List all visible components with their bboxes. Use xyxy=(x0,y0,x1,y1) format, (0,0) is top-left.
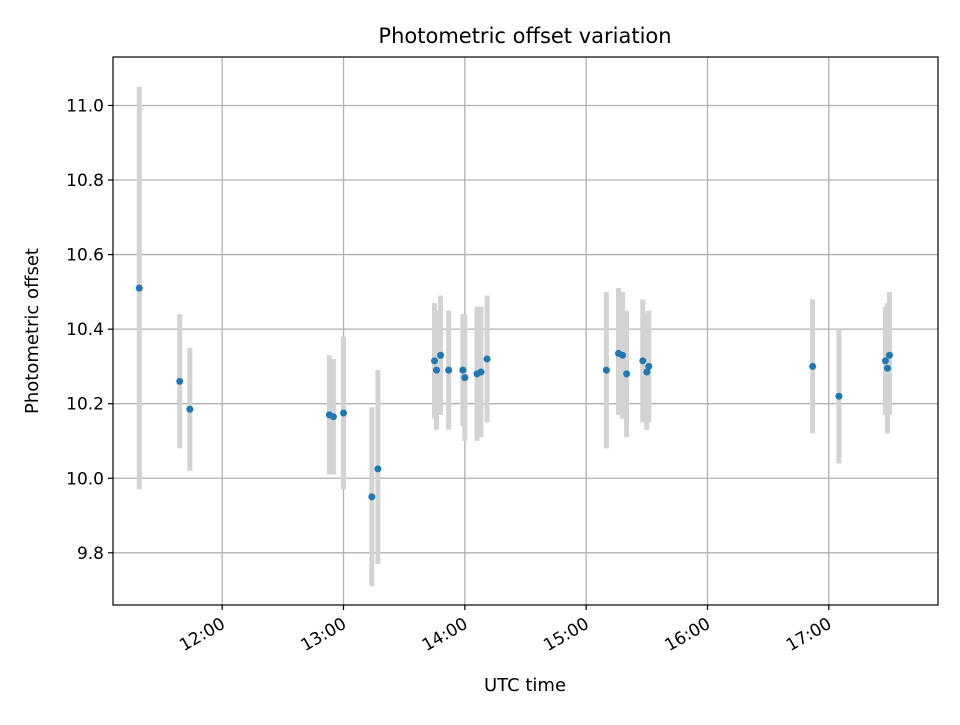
y-tick-label: 10.0 xyxy=(66,469,104,489)
data-point xyxy=(186,405,194,413)
data-point xyxy=(176,377,184,385)
data-point xyxy=(483,355,491,363)
data-point xyxy=(835,392,843,400)
data-point xyxy=(809,362,817,370)
data-point xyxy=(477,368,485,376)
y-tick-label: 10.8 xyxy=(66,171,104,191)
data-points xyxy=(135,284,893,501)
plot-frame xyxy=(112,56,939,606)
data-point xyxy=(445,366,453,374)
data-point xyxy=(459,366,467,374)
data-point xyxy=(135,284,143,292)
data-point xyxy=(619,351,627,359)
y-axis-ticks: 9.8 10.0 10.2 10.4 10.6 10.8 11.0 xyxy=(66,96,113,564)
x-axis-label: UTC time xyxy=(484,675,566,696)
y-tick-label: 10.6 xyxy=(66,246,104,266)
data-point xyxy=(885,351,893,359)
data-point xyxy=(431,357,439,365)
data-point xyxy=(881,357,889,365)
data-point xyxy=(368,493,376,501)
data-point xyxy=(645,362,653,370)
data-point xyxy=(374,465,382,473)
data-point xyxy=(602,366,610,374)
data-point xyxy=(639,357,647,365)
data-point xyxy=(437,351,445,359)
data-point xyxy=(623,370,631,378)
y-tick-label: 10.2 xyxy=(66,395,104,415)
y-tick-label: 9.8 xyxy=(77,544,104,564)
y-tick-label: 11.0 xyxy=(66,96,104,116)
y-tick-label: 10.4 xyxy=(66,320,104,340)
data-point xyxy=(433,366,441,374)
data-point xyxy=(643,368,651,376)
data-point xyxy=(329,413,337,421)
data-point xyxy=(883,364,891,372)
data-point xyxy=(461,374,469,382)
data-point xyxy=(340,409,348,417)
chart-title: Photometric offset variation xyxy=(378,24,671,48)
y-axis-label: Photometric offset xyxy=(22,248,43,414)
